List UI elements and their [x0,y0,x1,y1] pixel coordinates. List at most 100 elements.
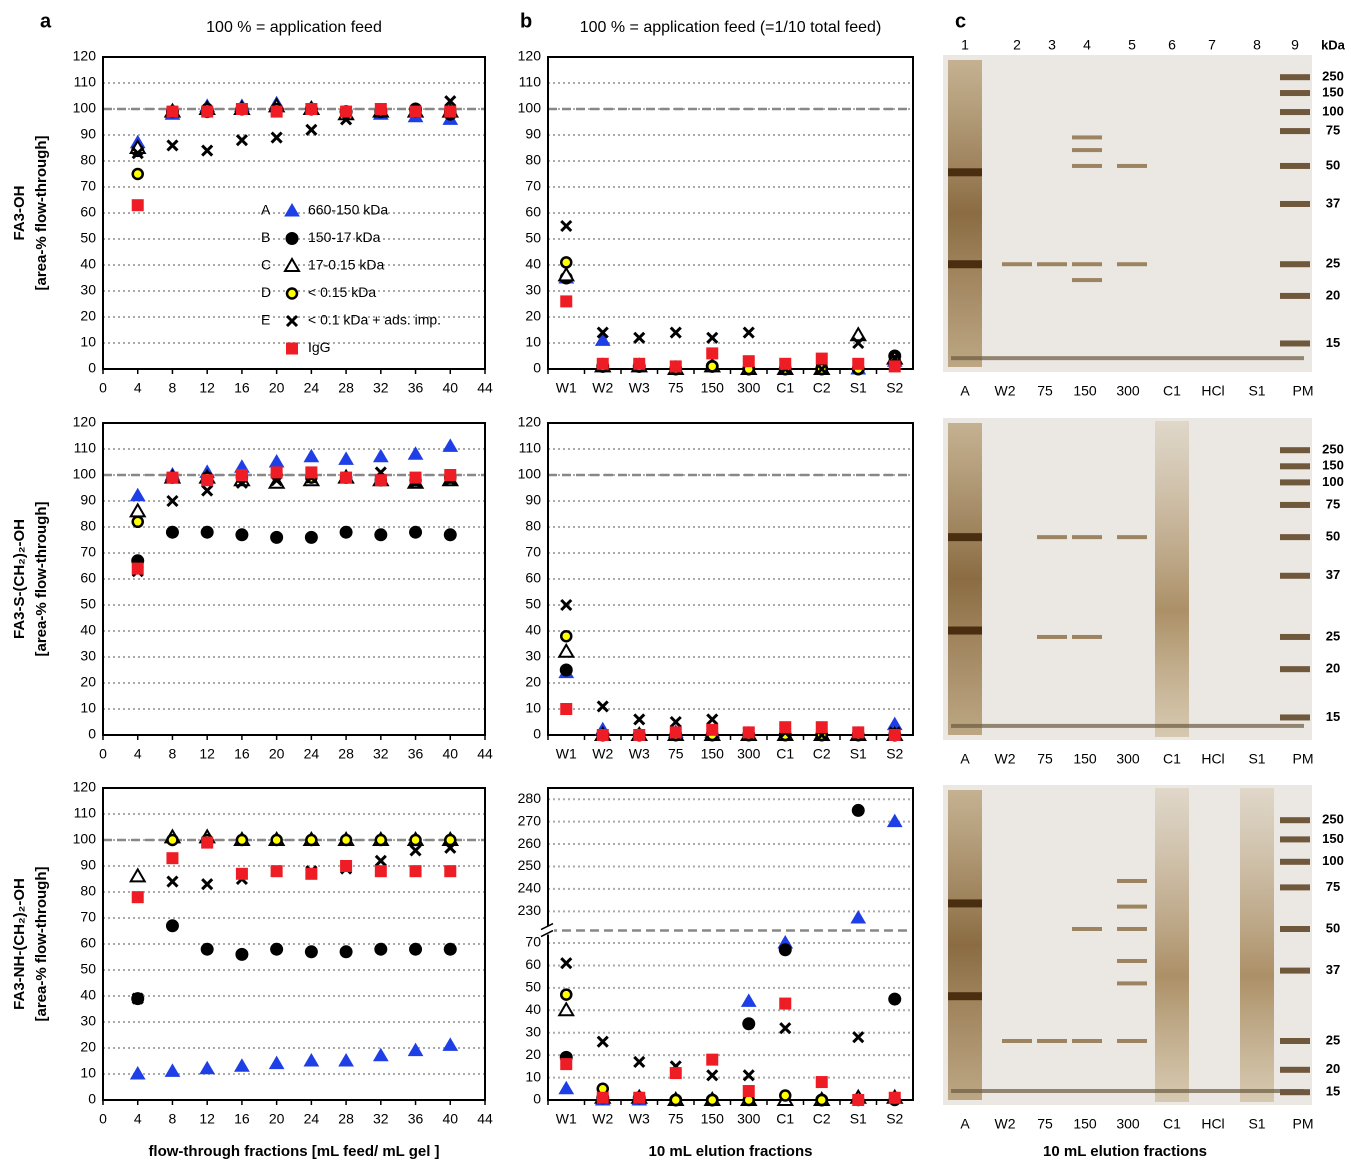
chart-title: 100 % = application feed [206,19,382,36]
y-tick-label: 90 [80,492,96,508]
point [558,1080,575,1095]
y-axis-label: [area-% flow-through] [33,867,50,1022]
marker-label: 150 [1322,458,1344,473]
y-tick-label: 120 [73,414,97,430]
point [407,1042,424,1057]
point [557,266,575,282]
x-tick-label: 16 [234,746,250,762]
gel-band [1037,535,1067,540]
y-tick-label: 0 [533,726,541,742]
marker-label: 15 [1326,1084,1340,1099]
gel-band [1280,501,1310,508]
point [888,729,901,741]
y-axis-label: FA3-S-(CH₂)₂-OH [11,519,28,639]
point [633,1055,646,1068]
point [338,1053,354,1067]
lane-label: W2 [995,751,1016,767]
point [201,474,214,487]
gel-band [1072,148,1102,153]
y-tick-label: 120 [73,779,97,795]
point [374,474,387,487]
marker-label: 37 [1326,195,1340,210]
point [560,219,573,233]
point [201,878,214,891]
axis-break [542,926,554,935]
y-tick-label: 20 [80,308,96,324]
gel-band [1280,666,1310,673]
point [166,852,179,865]
point [200,942,214,956]
point [633,729,646,741]
gel-band [1037,262,1067,267]
gel-band [1002,262,1032,267]
plot-frame [102,422,486,736]
lane-label: W2 [995,383,1016,399]
point [374,103,387,115]
point [742,355,755,368]
y-tick-label: 60 [80,935,96,951]
x-tick-label: C1 [776,746,794,762]
point [270,942,284,956]
y-tick-label: 60 [80,204,96,220]
gel-band [1280,633,1310,640]
gel-band [1072,163,1102,168]
gel-dye-front [951,723,1304,728]
x-tick-label: 300 [737,380,761,396]
y-tick-label: 70 [80,909,96,925]
y-axis-label: FA3-OH [11,185,28,240]
y-tick-label: 10 [525,700,541,716]
point [633,713,646,726]
point [633,1091,646,1104]
unit-label: kDa [1321,37,1346,52]
point [849,326,867,342]
y-tick-label: 50 [525,979,541,995]
legend-label: 17-0.15 kDa [308,257,384,273]
legend-label: 660-150 kDa [308,202,388,218]
x-tick-label: W1 [556,380,577,396]
gel-band [1280,479,1310,486]
point [372,1047,389,1062]
point [409,844,422,857]
x-axis-label: flow-through fractions [mL feed/ mL gel … [148,1143,439,1160]
x-tick-label: 36 [408,380,424,396]
point [201,144,214,157]
point [557,1001,575,1017]
point [742,1085,755,1098]
point [235,867,248,880]
y-tick-label: 40 [80,987,96,1003]
gel-band [1280,74,1310,81]
point [235,103,248,115]
point [270,865,283,878]
x-tick-label: S1 [850,746,867,762]
plot-frame [102,56,486,370]
gel-band [1072,135,1102,140]
point [131,562,144,575]
x-tick-label: 40 [442,1111,458,1127]
y-tick-label: 40 [525,256,541,272]
y-tick-label: 0 [88,360,96,376]
lane-label: 150 [1073,383,1097,399]
y-tick-label: 30 [80,1013,96,1029]
lane-label: 75 [1037,751,1053,767]
x-tick-label: 28 [338,746,354,762]
y-tick-label: 10 [525,1068,541,1084]
point [268,1055,285,1070]
point [706,331,719,344]
x-tick-label: C1 [776,380,794,396]
point [372,448,389,463]
point [560,957,573,970]
point [852,1094,865,1106]
gel-lane-smear [1155,421,1189,737]
x-tick-label: S1 [850,380,867,396]
x-tick-label: 20 [269,746,285,762]
point [850,910,867,924]
gel-band [1280,340,1310,347]
y-tick-label: 0 [533,1091,541,1107]
lane-label: HCl [1201,1116,1224,1132]
point [165,525,179,539]
lane-label: 150 [1073,751,1097,767]
legend-key: B [261,229,270,245]
point [303,1053,320,1067]
point [815,1093,828,1107]
